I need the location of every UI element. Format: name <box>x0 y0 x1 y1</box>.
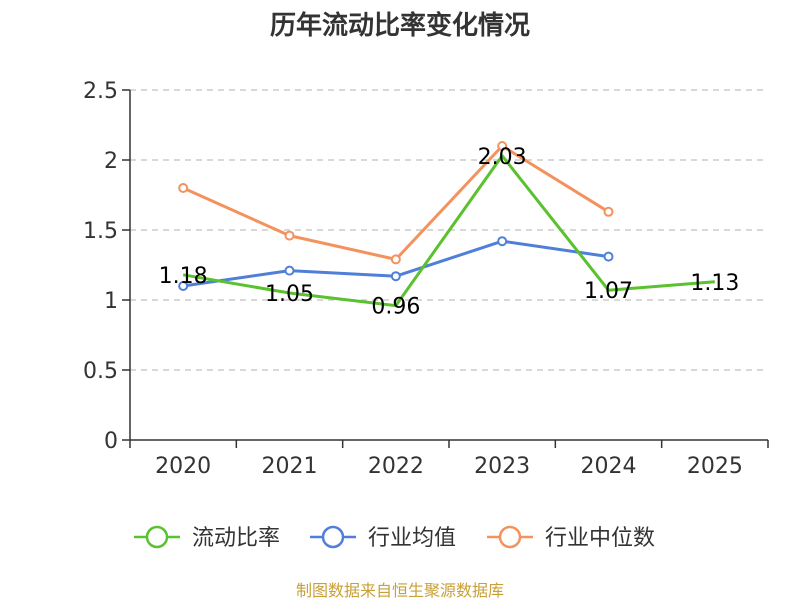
legend-item-1[interactable]: 流动比率 <box>134 525 280 551</box>
y-tick-label: 2 <box>104 149 118 174</box>
x-tick-label: 2022 <box>368 454 424 479</box>
legend[interactable]: 流动比率 行业均值 行业中位数 <box>134 525 655 551</box>
legend-item-3[interactable]: 行业中位数 <box>487 525 655 551</box>
axes: 0 0.5 1 1.5 2 2.5 2020 2021 2022 2023 2024 2025 <box>83 79 769 479</box>
data-point <box>284 230 295 241</box>
data-point <box>603 251 614 262</box>
data-point <box>497 141 508 151</box>
legend-label: 流动比率 <box>192 526 280 551</box>
data-label: 1.18 <box>159 264 208 289</box>
x-tick-label: 2020 <box>155 454 211 479</box>
legend-label: 行业中位数 <box>545 526 655 551</box>
series-line-3 <box>182 144 610 261</box>
data-label: 0.96 <box>371 295 420 320</box>
legend-swatch-marker <box>145 525 169 549</box>
data-point <box>178 183 189 193</box>
data-point <box>284 265 295 276</box>
x-tick-label: 2024 <box>581 454 637 479</box>
legend-label: 行业均值 <box>368 526 456 551</box>
data-point <box>497 236 508 247</box>
legend-swatch-marker <box>498 525 522 549</box>
source-note: 制图数据来自恒生聚源数据库 <box>296 581 504 600</box>
legend-item-2[interactable]: 行业均值 <box>310 525 456 551</box>
y-tick-label: 1.5 <box>83 219 118 244</box>
x-tick-label: 2025 <box>687 454 743 479</box>
y-tick-label: 0.5 <box>83 359 118 384</box>
data-point <box>390 254 401 265</box>
y-tick-label: 1 <box>104 289 118 314</box>
x-tick-label: 2021 <box>262 454 318 479</box>
data-point <box>390 271 401 282</box>
data-labels: 1.18 1.05 0.96 2.03 1.07 1.13 <box>159 145 740 320</box>
data-point <box>603 206 614 217</box>
x-tick-label: 2023 <box>474 454 530 479</box>
data-label: 1.05 <box>265 282 314 307</box>
series-layer <box>178 141 715 308</box>
chart-title: 历年流动比率变化情况 <box>270 10 530 41</box>
data-label: 1.13 <box>690 271 739 296</box>
data-label: 2.03 <box>478 145 527 170</box>
data-point <box>178 281 189 291</box>
y-tick-label: 2.5 <box>83 79 118 104</box>
series-line-1 <box>182 154 715 308</box>
data-label: 1.07 <box>584 279 633 304</box>
legend-swatch-marker <box>321 525 345 549</box>
y-tick-label: 0 <box>104 429 118 454</box>
